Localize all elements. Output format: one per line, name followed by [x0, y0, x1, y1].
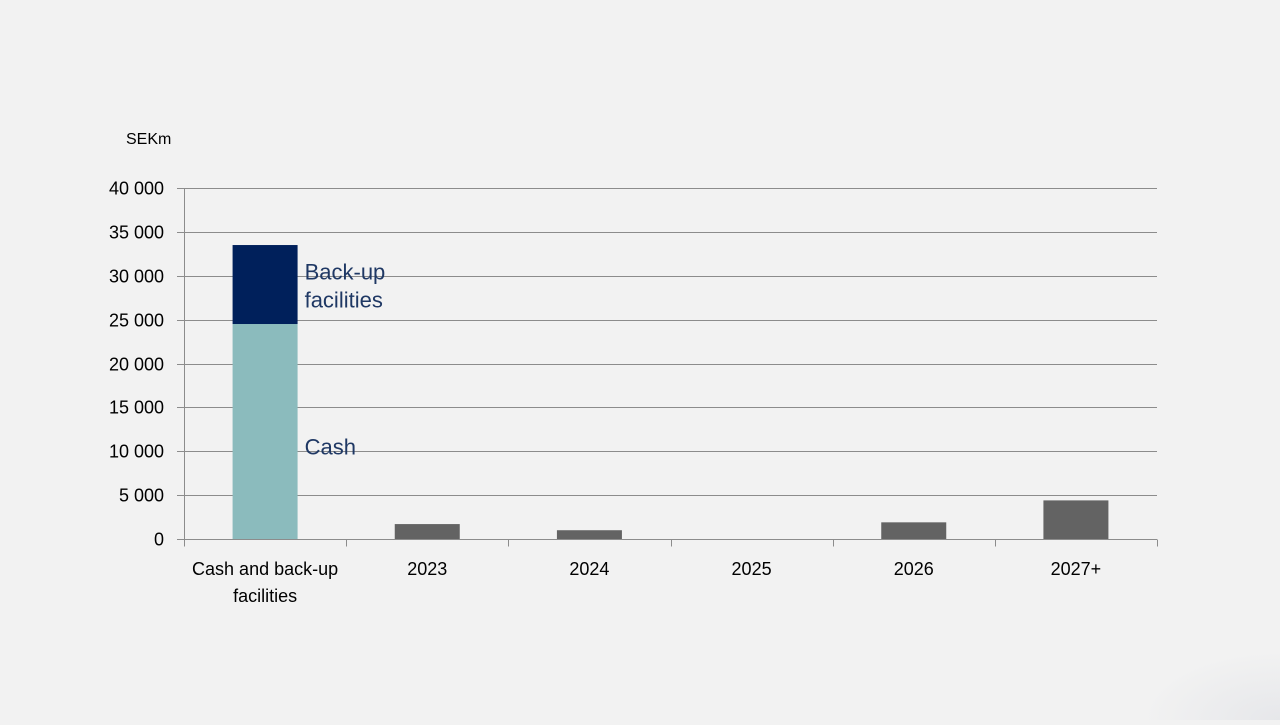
bar-back-up-facilities-0 [232, 245, 298, 325]
y-tick-label: 35 000 [109, 223, 164, 243]
x-tick-label: 2026 [894, 559, 934, 579]
x-tick-label: 2025 [732, 559, 772, 579]
x-tick-label: 2024 [569, 559, 609, 579]
x-tick-label: 2023 [407, 559, 447, 579]
labels: SEKm Back-up facilities Cash 0 5 000 10 00… [109, 131, 1101, 606]
bar-cash-0 [232, 324, 298, 539]
annotation-backup-facilities-line2: facilities [305, 288, 383, 313]
y-tick-label: 25 000 [109, 311, 164, 331]
y-tick-label: 20 000 [109, 355, 164, 375]
annotation-backup-facilities-line1: Back-up [305, 260, 386, 285]
bar-maturities-2 [556, 530, 622, 539]
axes [177, 188, 1158, 547]
y-tick-label: 0 [154, 530, 164, 550]
gridlines [184, 188, 1157, 496]
y-tick-label: 30 000 [109, 267, 164, 287]
y-tick-label: 5 000 [119, 486, 164, 506]
annotation-cash: Cash [305, 435, 356, 460]
bars [232, 245, 1109, 539]
y-tick-label: 15 000 [109, 398, 164, 418]
x-tick-label: 2027+ [1051, 559, 1102, 579]
y-axis-unit-label: SEKm [126, 131, 171, 148]
y-tick-label: 10 000 [109, 442, 164, 462]
bar-maturities-1 [394, 524, 460, 539]
bar-maturities-4 [881, 522, 947, 539]
bar-maturities-5 [1043, 500, 1109, 539]
corner-shade [1140, 650, 1280, 720]
x-tick-label: Cash and back-up facilities [192, 559, 338, 606]
y-tick-label: 40 000 [109, 179, 164, 199]
